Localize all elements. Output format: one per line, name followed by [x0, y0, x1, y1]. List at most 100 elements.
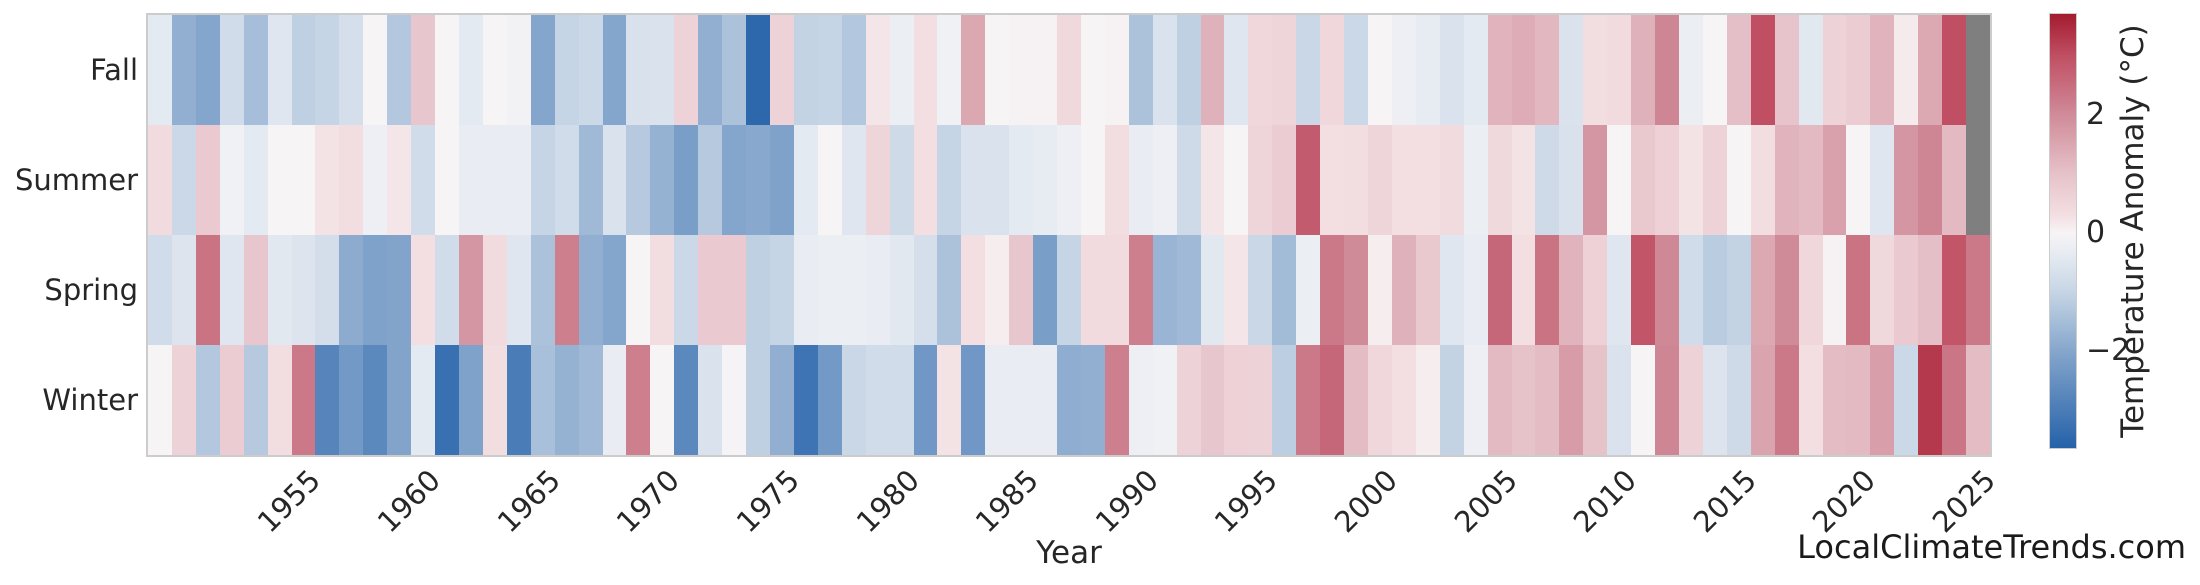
y-tick-label-summer: Summer	[14, 163, 138, 197]
heatmap-cell	[817, 235, 842, 345]
heatmap-cell	[1798, 15, 1823, 125]
heatmap-cell	[1224, 125, 1249, 235]
watermark: LocalClimateTrends.com	[1797, 528, 2186, 566]
heatmap-cell	[1631, 235, 1656, 345]
heatmap-cell	[1918, 15, 1943, 125]
x-tick-label-1995: 1995	[1208, 463, 1285, 540]
heatmap-cell	[363, 15, 388, 125]
x-tick-label-1960: 1960	[370, 463, 448, 540]
heatmap-cell	[985, 125, 1010, 235]
heatmap-cell	[1368, 235, 1392, 345]
heatmap-cell	[1368, 345, 1392, 455]
heatmap-cell	[554, 345, 579, 455]
heatmap-cell	[243, 345, 268, 455]
heatmap-cell	[482, 15, 507, 125]
heatmap-row-winter	[148, 345, 1990, 455]
heatmap-cell	[1918, 125, 1943, 235]
heatmap-cell	[1702, 15, 1727, 125]
heatmap-cell	[171, 15, 196, 125]
heatmap-cell	[1870, 15, 1895, 125]
heatmap-cell	[1391, 345, 1416, 455]
heatmap-cell	[458, 15, 483, 125]
heatmap-cell	[1463, 125, 1488, 235]
heatmap-cell	[1200, 235, 1225, 345]
heatmap-cell	[435, 15, 459, 125]
heatmap-cell	[1487, 235, 1512, 345]
heatmap-cell	[1463, 235, 1488, 345]
heatmap-cell-missing	[1966, 125, 1990, 235]
heatmap-cell	[195, 15, 220, 125]
heatmap-cell	[1080, 15, 1105, 125]
heatmap-cell	[793, 15, 818, 125]
heatmap-cell	[1368, 15, 1392, 125]
heatmap-cell	[1966, 235, 1990, 345]
heatmap-cell	[506, 235, 531, 345]
heatmap-cell	[1152, 125, 1177, 235]
heatmap-grid	[146, 13, 1992, 457]
heatmap-cell	[148, 15, 172, 125]
heatmap-cell	[1535, 125, 1560, 235]
heatmap-cell	[841, 345, 866, 455]
heatmap-cell	[243, 15, 268, 125]
heatmap-cell	[746, 15, 770, 125]
heatmap-cell	[1176, 125, 1201, 235]
heatmap-cell	[1176, 345, 1201, 455]
heatmap-cell	[339, 125, 364, 235]
heatmap-cell	[1463, 345, 1488, 455]
heatmap-row-fall	[148, 15, 1990, 125]
heatmap-cell	[1009, 235, 1034, 345]
heatmap-cell	[1583, 235, 1608, 345]
heatmap-cell	[1846, 125, 1871, 235]
heatmap-cell	[1128, 15, 1153, 125]
heatmap-cell	[1679, 235, 1703, 345]
heatmap-cell	[554, 15, 579, 125]
heatmap-cell	[1679, 15, 1703, 125]
heatmap-cell	[1726, 345, 1751, 455]
colorbar-tick-label-0: 0	[2086, 215, 2106, 251]
heatmap-cell	[1080, 235, 1105, 345]
heatmap-cell	[578, 15, 603, 125]
heatmap-cell	[674, 345, 699, 455]
heatmap-cell	[267, 15, 292, 125]
heatmap-cell	[1128, 345, 1153, 455]
heatmap-cell	[387, 125, 412, 235]
heatmap-cell	[219, 345, 244, 455]
heatmap-cell	[1033, 235, 1058, 345]
heatmap-cell	[602, 15, 627, 125]
heatmap-cell	[1655, 125, 1679, 235]
heatmap-cell	[506, 345, 531, 455]
heatmap-cell	[889, 345, 914, 455]
heatmap-cell	[961, 345, 986, 455]
heatmap-cell	[985, 235, 1010, 345]
heatmap-cell	[889, 125, 914, 235]
heatmap-cell	[1344, 235, 1369, 345]
heatmap-cell	[291, 125, 316, 235]
heatmap-cell	[769, 15, 794, 125]
heatmap-cell	[1487, 15, 1512, 125]
heatmap-cell	[1224, 345, 1249, 455]
y-tick-label-fall: Fall	[90, 53, 138, 87]
heatmap-cell	[1870, 125, 1895, 235]
heatmap-cell	[865, 15, 890, 125]
x-tick-label-1955: 1955	[251, 463, 328, 540]
heatmap-cell	[1296, 235, 1321, 345]
heatmap-cell	[267, 235, 292, 345]
heatmap-cell	[1152, 15, 1177, 125]
x-tick-label-2010: 2010	[1567, 463, 1644, 540]
heatmap-cell	[1057, 345, 1081, 455]
heatmap-row-summer	[148, 125, 1990, 235]
heatmap-cell	[1846, 235, 1871, 345]
heatmap-cell	[1128, 235, 1153, 345]
heatmap-cell	[1296, 15, 1321, 125]
heatmap-cell	[1631, 15, 1656, 125]
heatmap-cell	[1296, 125, 1321, 235]
heatmap-cell	[1870, 345, 1895, 455]
colorbar-tick-label-2: 2	[2086, 96, 2106, 132]
x-tick-label-1990: 1990	[1088, 463, 1165, 540]
heatmap-cell	[1798, 125, 1823, 235]
heatmap-cell	[1344, 15, 1369, 125]
heatmap-cell	[315, 125, 340, 235]
heatmap-cell	[1104, 345, 1129, 455]
heatmap-cell	[698, 345, 723, 455]
heatmap-cell	[458, 345, 483, 455]
